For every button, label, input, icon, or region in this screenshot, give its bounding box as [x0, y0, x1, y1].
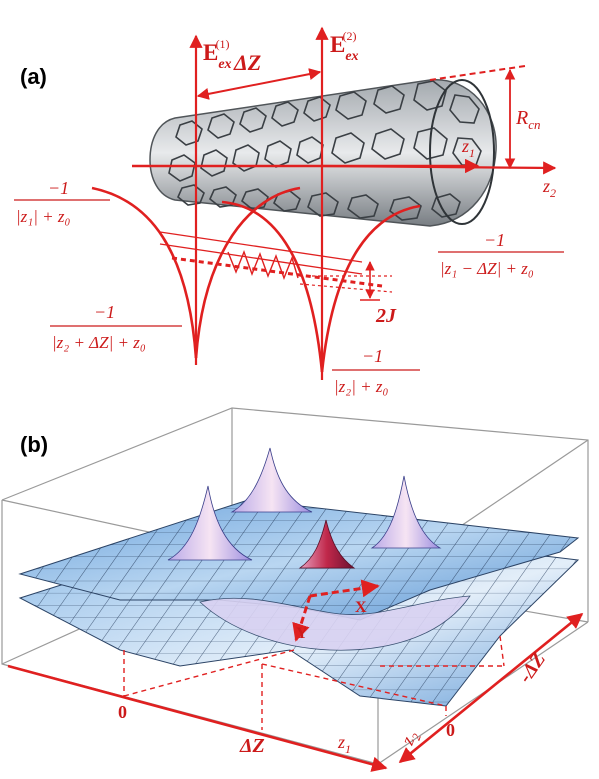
two-j-label: 2J [375, 305, 397, 327]
delta-z-label: ΔZ [233, 50, 261, 75]
peak-right [370, 475, 442, 549]
peak-left [167, 485, 253, 561]
delta-z-arrow [196, 68, 322, 100]
tick-zero-a: 0 [118, 702, 127, 722]
eq-bottom-right: −1 |z₂| + z₀ [332, 346, 420, 396]
peak-center [298, 519, 356, 569]
projection-lines [123, 635, 505, 730]
x-arrow-label: X [355, 599, 367, 616]
panel-a-label: (a) [20, 64, 47, 89]
x-arrow [309, 579, 380, 598]
z1-axis-label: z1 [461, 136, 475, 160]
eq-right: −1 |z₁ − ΔZ| + z₀ [438, 230, 564, 278]
r-cn-label: Rcn [515, 107, 541, 132]
z1-floor-label: z1 [337, 732, 351, 756]
eq-left: −1 |z₁| + z₀ [14, 178, 110, 226]
svg-text:|z₂ + ΔZ| + z₀: |z₂ + ΔZ| + z₀ [52, 333, 146, 352]
y-arrow [292, 595, 312, 642]
e-ex1-label: Eex(1) [203, 37, 232, 72]
svg-text:|z₁| + z₀: |z₁| + z₀ [16, 207, 70, 226]
eq-bottom-left: −1 |z₂ + ΔZ| + z₀ [50, 302, 182, 352]
tick-delta-z: ΔZ [239, 735, 265, 757]
y-arrow-label: Y [296, 625, 308, 642]
z1-floor-axis [7, 664, 388, 772]
svg-text:−1: −1 [362, 346, 383, 366]
z2-axis-label: z2 [542, 176, 556, 200]
svg-text:|z₁ − ΔZ| + z₀: |z₁ − ΔZ| + z₀ [440, 259, 534, 278]
svg-text:−1: −1 [94, 302, 115, 322]
panel-a: (a) [14, 26, 564, 396]
svg-text:|z₂| + z₀: |z₂| + z₀ [334, 377, 388, 396]
energy-levels [159, 231, 393, 293]
panel-b: (b) X Y [1, 407, 589, 772]
potential-curves [91, 186, 421, 373]
z2-axis [321, 161, 557, 175]
z2-floor-axis [398, 612, 584, 764]
panel-b-label: (b) [20, 432, 48, 457]
svg-text:−1: −1 [484, 230, 505, 250]
svg-text:−1: −1 [48, 178, 69, 198]
nanotube-hex-lattice [168, 80, 482, 221]
tick-zero-b: 0 [446, 720, 455, 740]
e-ex2-label: Eex(2) [330, 29, 359, 64]
peak-top [230, 447, 313, 513]
tick-minus-delta-z: -ΔZ [514, 649, 550, 687]
